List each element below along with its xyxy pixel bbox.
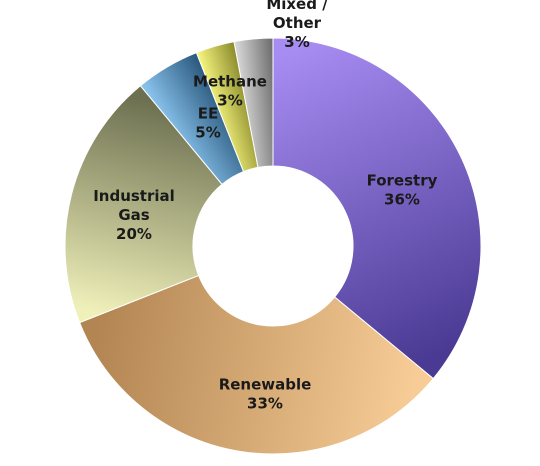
slice-label-line: 33% <box>247 395 283 413</box>
slice-label-line: EE <box>198 105 219 123</box>
slice-label-line: Other <box>273 14 322 32</box>
slice-label-line: Renewable <box>219 376 312 394</box>
slice-label-line: 3% <box>284 33 309 51</box>
slice-label-line: Gas <box>118 206 149 224</box>
slice-label-line: Mixed / <box>266 0 328 13</box>
slice-label-ee: EE 5% <box>195 105 220 142</box>
slice-label-line: 20% <box>116 225 152 243</box>
slice-label-line: Methane <box>193 73 267 91</box>
slice-label-line: 5% <box>195 124 220 142</box>
slice-label-line: 36% <box>384 191 420 209</box>
slice-label-line: Forestry <box>367 172 438 190</box>
slice-label-line: Industrial <box>93 187 175 205</box>
slice-label-line: 3% <box>217 92 242 110</box>
